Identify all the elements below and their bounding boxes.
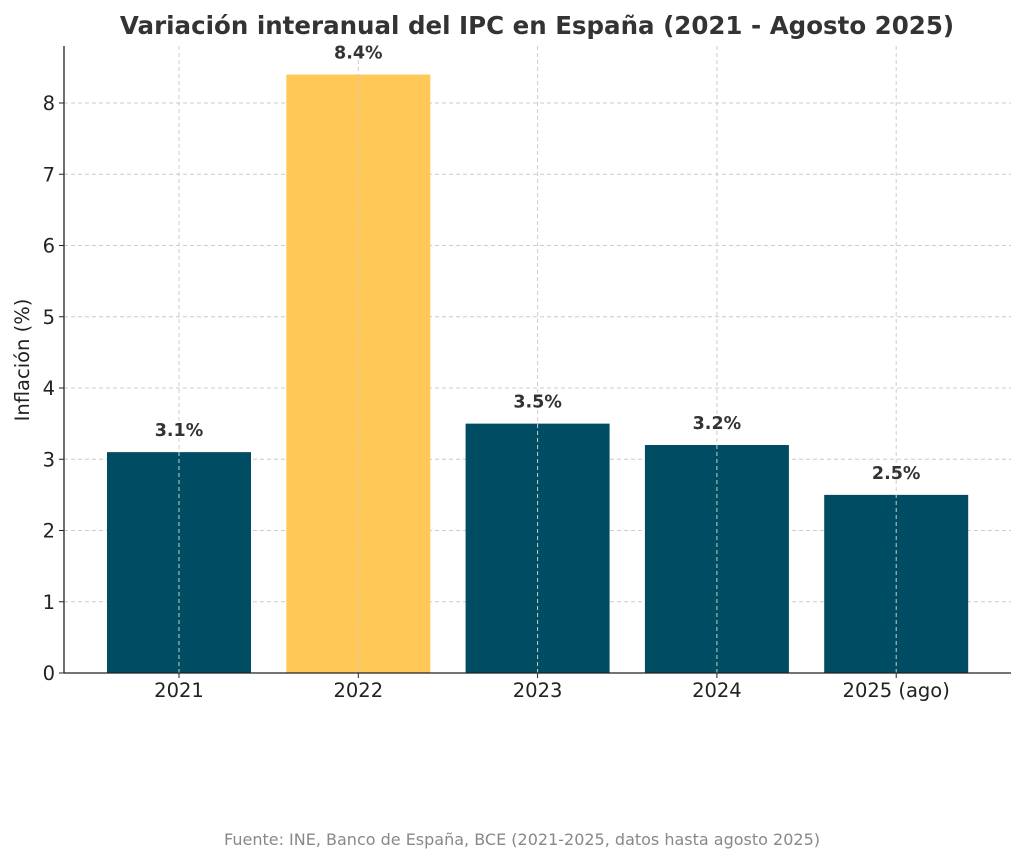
chart-title: Variación interanual del IPC en España (… <box>120 11 954 40</box>
data-labels: 3.1% 8.4% 3.5% 3.2% 2.5% <box>155 44 921 484</box>
axes <box>59 46 1011 678</box>
y-tick-label: 1 <box>43 591 55 614</box>
bar-2025-ago <box>824 494 969 673</box>
y-tick-label: 5 <box>43 306 55 329</box>
data-label: 3.5% <box>513 393 562 413</box>
x-tick-label: 2025 (ago) <box>843 679 950 702</box>
source-footnote: Fuente: INE, Banco de España, BCE (2021-… <box>224 830 820 849</box>
data-label: 3.2% <box>693 414 742 434</box>
bar-2022 <box>286 74 431 673</box>
y-tick-labels: 0 1 2 3 4 5 6 7 8 <box>43 92 55 685</box>
y-tick-label: 7 <box>43 163 55 186</box>
x-tick-label: 2023 <box>513 679 563 702</box>
bar-2023 <box>465 423 610 673</box>
data-label: 2.5% <box>872 464 921 484</box>
x-tick-labels: 2021 2022 2023 2024 2025 (ago) <box>154 679 950 702</box>
y-tick-label: 8 <box>43 92 55 115</box>
x-tick-label: 2022 <box>333 679 383 702</box>
data-label: 8.4% <box>334 44 383 64</box>
y-tick-label: 6 <box>43 235 55 258</box>
bar-2021 <box>107 452 251 673</box>
x-tick-label: 2021 <box>154 679 204 702</box>
bars <box>107 74 969 673</box>
data-label: 3.1% <box>155 421 204 441</box>
y-tick-label: 0 <box>43 662 55 685</box>
y-axis-label: Inflación (%) <box>11 299 34 422</box>
x-tick-label: 2024 <box>692 679 742 702</box>
y-tick-label: 2 <box>43 520 55 543</box>
y-tick-label: 4 <box>43 377 55 400</box>
y-tick-label: 3 <box>43 448 55 471</box>
